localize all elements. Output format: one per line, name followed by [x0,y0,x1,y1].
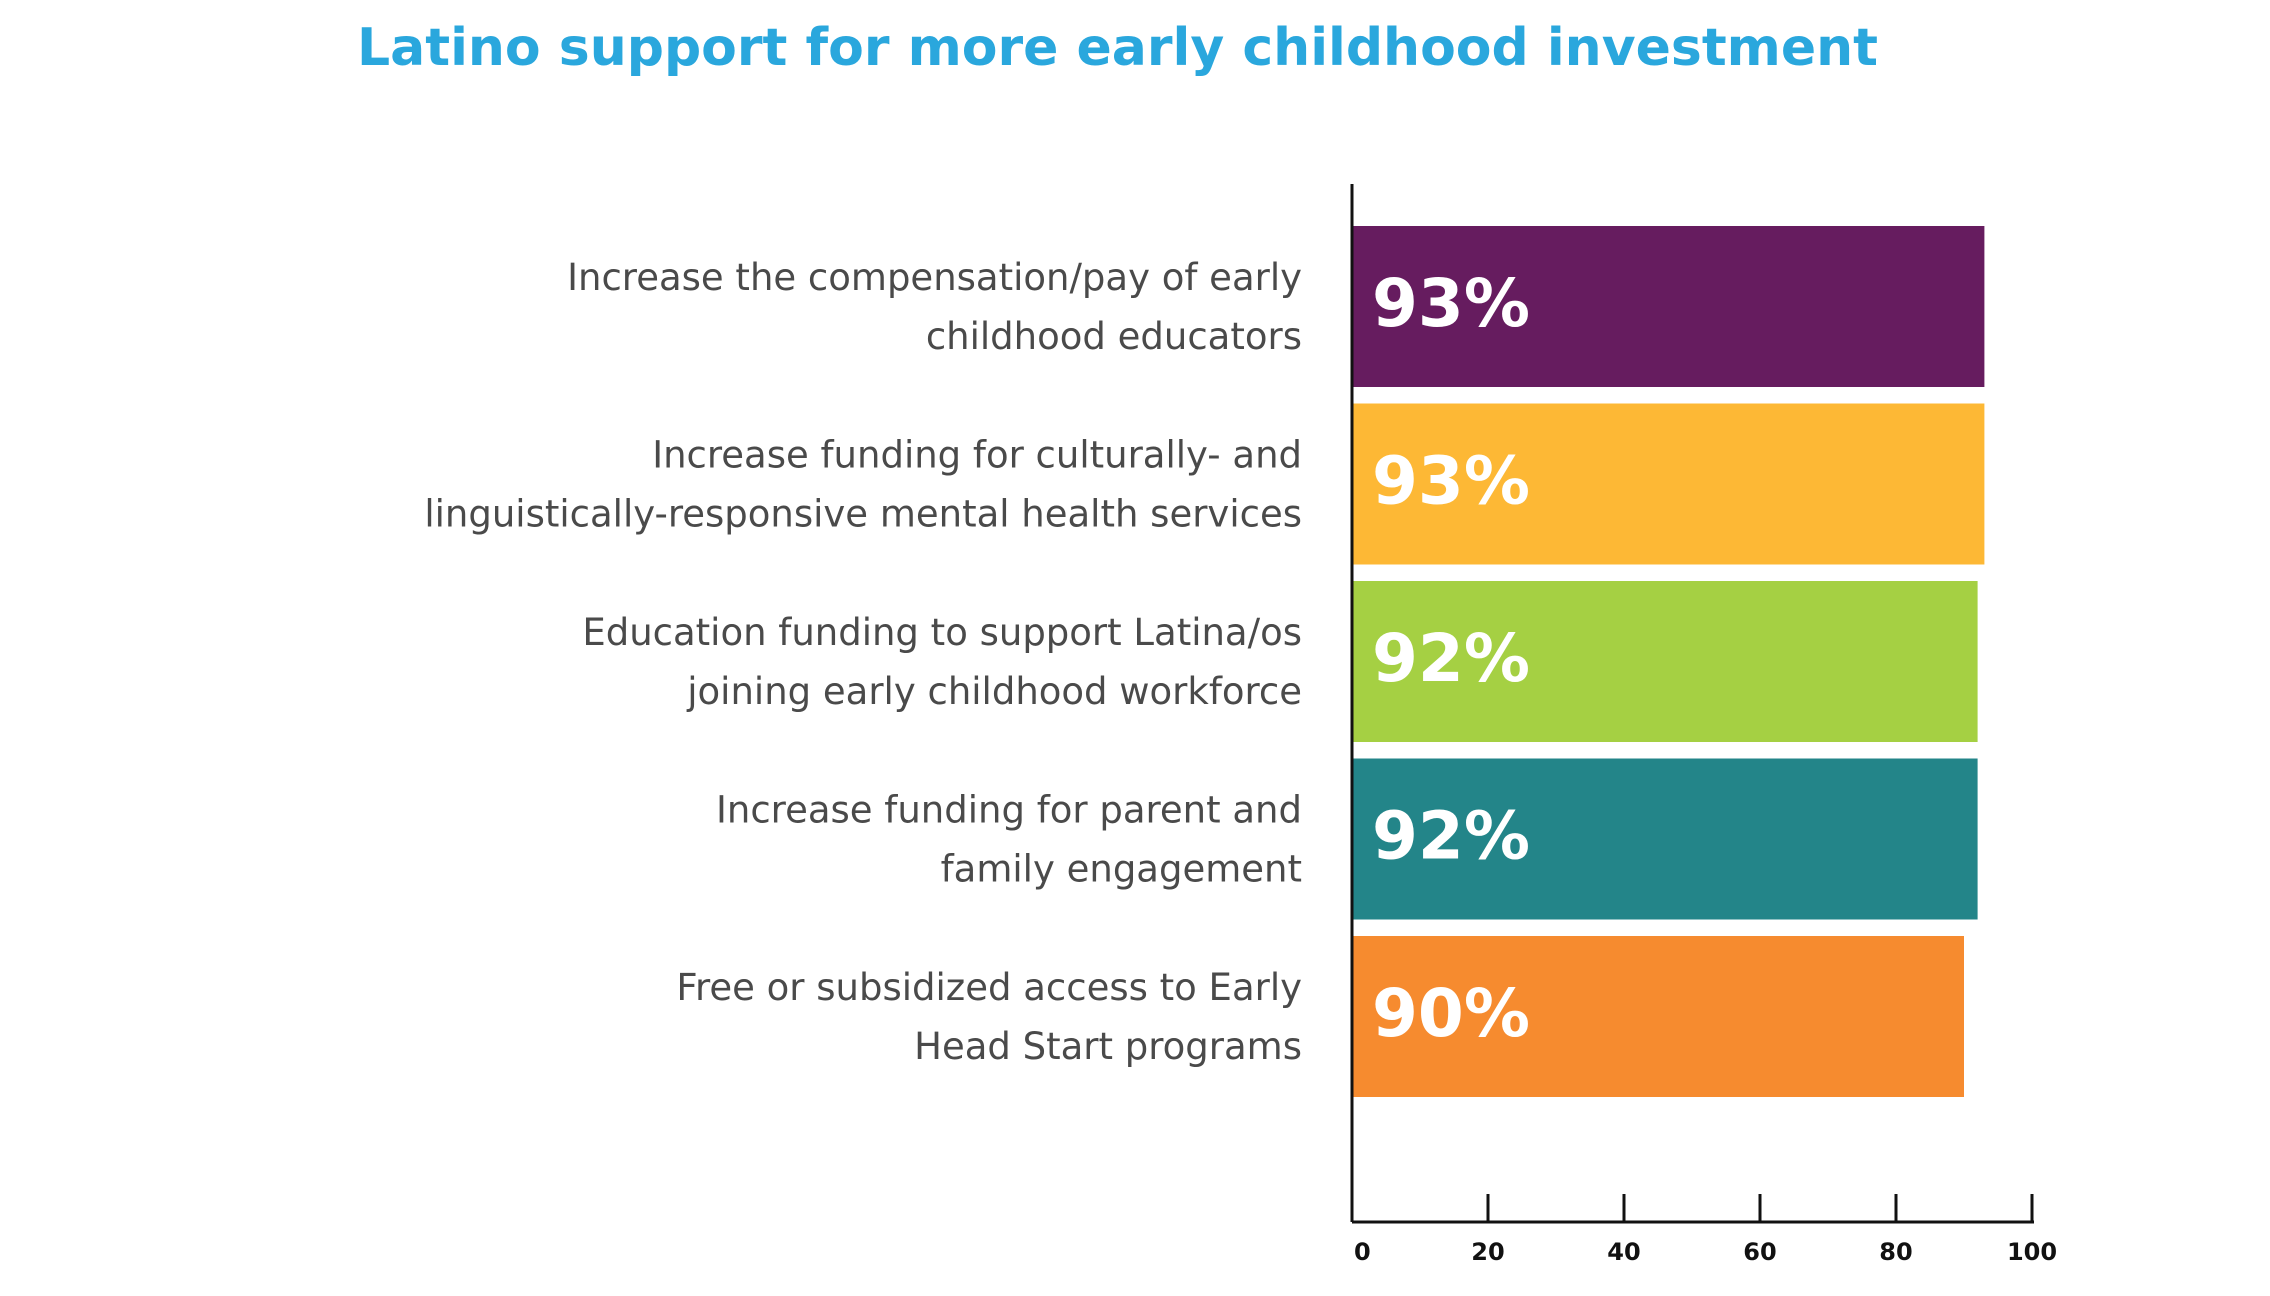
category-label: Free or subsidized access to Early [676,966,1302,1009]
category-label: Increase the compensation/pay of early [567,256,1302,299]
category-label: linguistically-responsive mental health … [424,493,1302,536]
bar [1352,758,1978,920]
chart-title: Latino support for more early childhood … [357,18,1878,78]
category-labels-layer: Increase the compensation/pay of early ch… [424,256,1302,1068]
category-label: Increase funding for parent and [716,789,1302,832]
x-tick-label: 40 [1607,1238,1640,1266]
x-axis: 0 20 40 60 80 100 [1350,184,2057,1266]
x-tick-label: 60 [1743,1238,1776,1266]
bar [1352,226,1985,387]
category-label: family engagement [941,848,1302,891]
category-label: Head Start programs [914,1025,1302,1068]
x-tick-label: 100 [2007,1238,2057,1266]
bars-layer: 93% 93% 92% 92% 90% [1352,226,1985,1097]
category-label: Increase funding for culturally- and [652,434,1302,477]
bar-value-label: 93% [1372,265,1530,342]
bar-value-label: 92% [1372,798,1530,875]
bar [1352,403,1985,565]
bar-value-label: 92% [1372,620,1530,697]
bar [1352,936,1964,1097]
category-label: Education funding to support Latina/os [582,611,1302,654]
x-tick-label: 20 [1471,1238,1504,1266]
bar [1352,581,1978,742]
x-tick-label: 0 [1354,1238,1371,1266]
bar-value-label: 93% [1372,443,1530,520]
bar-value-label: 90% [1372,975,1530,1052]
category-label: joining early childhood workforce [686,670,1302,713]
x-tick-label: 80 [1879,1238,1912,1266]
category-label: childhood educators [926,315,1302,358]
